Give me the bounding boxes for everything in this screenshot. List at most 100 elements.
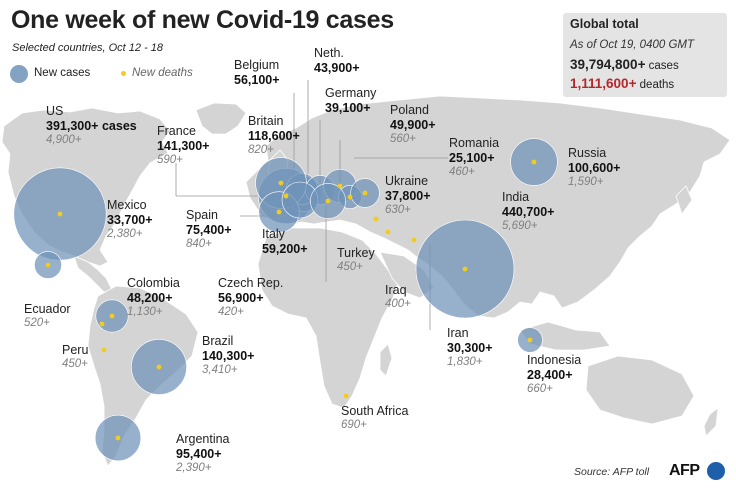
czech-rep-label: Czech Rep. 56,900+ 420+ <box>218 276 283 319</box>
britain-name: Britain <box>248 114 284 128</box>
iran-deaths: 1,830+ <box>447 355 483 368</box>
brazil-name: Brazil <box>202 334 234 348</box>
romania-death-dot <box>347 194 353 200</box>
eurasia-shape <box>245 95 731 319</box>
south-africa-death-dot <box>343 393 349 399</box>
czech-rep-death-dot <box>325 198 331 204</box>
japan-shape <box>675 185 693 215</box>
romania-label: Romania 25,100+ 460+ <box>449 136 499 179</box>
global-deaths: 1,111,600+ deaths <box>570 76 674 91</box>
afp-globe-icon <box>707 462 725 480</box>
spain-deaths: 840+ <box>186 237 212 250</box>
global-as-of: As of Oct 19, 0400 GMT <box>570 39 694 51</box>
belgium-cases: 56,100+ <box>234 72 280 87</box>
brazil-death-dot <box>156 364 162 370</box>
poland-deaths: 560+ <box>390 132 416 145</box>
iraq-name: Iraq <box>385 283 407 297</box>
mexico-cases: 33,700+ <box>107 212 153 227</box>
mexico-label: Mexico 33,700+ 2,380+ <box>107 198 153 241</box>
peru-label: Peru 450+ <box>62 343 88 371</box>
colombia-cases: 48,200+ <box>127 290 173 305</box>
russia-death-dot <box>531 159 537 165</box>
brazil-cases: 140,300+ <box>202 348 255 363</box>
romania-deaths: 460+ <box>449 165 475 178</box>
poland-name: Poland <box>390 103 429 117</box>
us-label: US 391,300+ cases 4,900+ <box>46 104 137 147</box>
turkey-name: Turkey <box>337 246 375 260</box>
india-deaths: 5,690+ <box>502 219 538 232</box>
ecuador-name: Ecuador <box>24 302 71 316</box>
france-label: France 141,300+ 590+ <box>157 124 209 167</box>
romania-cases: 25,100+ <box>449 150 495 165</box>
india-name: India <box>502 190 530 204</box>
poland-death-dot <box>337 183 343 189</box>
global-deaths-value: 1,111,600+ <box>570 76 637 91</box>
us-name: US <box>46 104 64 118</box>
argentina-deaths: 2,390+ <box>176 461 212 474</box>
global-cases-suffix: cases <box>645 60 679 72</box>
page-title: One week of new Covid-19 cases <box>11 6 394 34</box>
case-bubbles <box>13 138 558 462</box>
spain-cases: 75,400+ <box>186 222 232 237</box>
global-total-box: Global total As of Oct 19, 0400 GMT 39,7… <box>563 13 727 97</box>
argentina-label: Argentina 95,400+ 2,390+ <box>176 432 230 475</box>
italy-label: Italy 59,200+ <box>262 227 308 257</box>
argentina-death-dot <box>115 435 121 441</box>
turkey-death-dot <box>373 216 379 222</box>
death-dots <box>45 159 537 441</box>
poland-cases: 49,900+ <box>390 117 436 132</box>
legend-dot-icon <box>121 71 126 76</box>
legend-bubble-icon <box>10 65 28 83</box>
peru-death-dot <box>101 347 107 353</box>
czech-rep-deaths: 420+ <box>218 305 244 318</box>
mexico-death-dot <box>45 262 51 268</box>
legend-cases-label: New cases <box>34 67 91 79</box>
afp-logo: AFP <box>669 461 729 483</box>
neth-name: Neth. <box>314 46 344 60</box>
us-cases: 391,300+ cases <box>46 118 137 133</box>
iraq-label: Iraq 400+ <box>385 283 411 311</box>
colombia-death-dot <box>109 313 115 319</box>
iran-death-dot <box>411 237 417 243</box>
ecuador-death-dot <box>99 321 105 327</box>
us-deaths: 4,900+ <box>46 133 82 146</box>
indonesia-label: Indonesia 28,400+ 660+ <box>527 353 581 396</box>
south-africa-name: South Africa <box>341 404 409 418</box>
global-cases-value: 39,794,800+ <box>570 57 646 72</box>
italy-name: Italy <box>262 227 285 241</box>
peru-name: Peru <box>62 343 89 357</box>
australia-shape <box>585 355 695 425</box>
russia-name: Russia <box>568 146 607 160</box>
iran-name: Iran <box>447 326 469 340</box>
britain-cases: 118,600+ <box>248 128 300 143</box>
turkey-label: Turkey 450+ <box>337 246 375 274</box>
france-death-dot <box>283 193 289 199</box>
italy-cases: 59,200+ <box>262 241 308 256</box>
legend-deaths-label: New deaths <box>132 67 193 79</box>
ukraine-deaths: 630+ <box>385 203 411 216</box>
us-death-dot <box>57 211 63 217</box>
indonesia-cases: 28,400+ <box>527 367 573 382</box>
afp-logo-text: AFP <box>669 462 700 479</box>
ecuador-deaths: 520+ <box>24 316 50 329</box>
indonesia-deaths: 660+ <box>527 382 553 395</box>
colombia-name: Colombia <box>127 276 180 290</box>
africa-shape <box>257 227 399 409</box>
ukraine-label: Ukraine 37,800+ 630+ <box>385 174 431 217</box>
czech-rep-cases: 56,900+ <box>218 290 264 305</box>
britain-label: Britain 118,600+ 820+ <box>248 114 300 157</box>
germany-name: Germany <box>325 86 377 100</box>
neth-label: Neth. 43,900+ <box>314 46 360 76</box>
france-name: France <box>157 124 196 138</box>
ukraine-death-dot <box>362 190 368 196</box>
ecuador-label: Ecuador 520+ <box>24 302 71 330</box>
india-death-dot <box>462 266 468 272</box>
global-cases: 39,794,800+ cases <box>570 57 679 72</box>
russia-cases: 100,600+ <box>568 160 621 175</box>
new-zealand-shape <box>703 407 719 437</box>
spain-name: Spain <box>186 208 218 222</box>
russia-deaths: 1,590+ <box>568 175 604 188</box>
global-deaths-suffix: deaths <box>636 79 675 91</box>
czech-rep-name: Czech Rep. <box>218 276 284 290</box>
brazil-deaths: 3,410+ <box>202 363 238 376</box>
